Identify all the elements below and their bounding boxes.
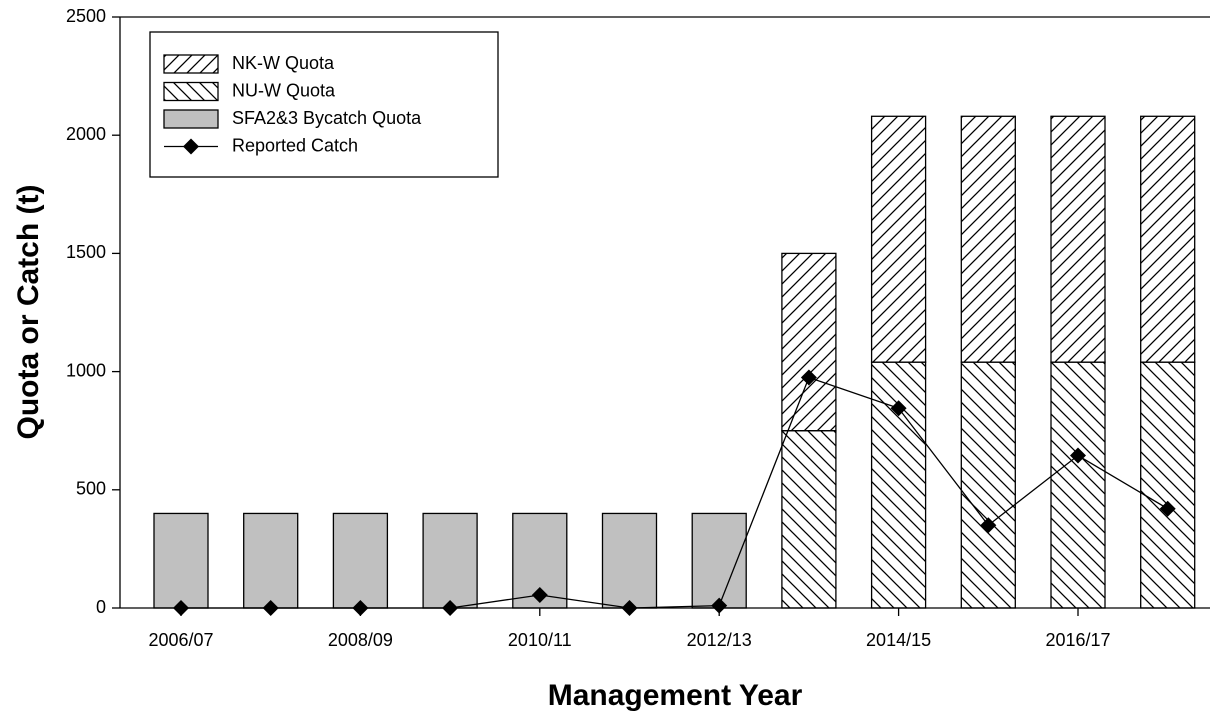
x-tick-label: 2006/07 bbox=[148, 630, 213, 650]
catch-line bbox=[181, 376, 1169, 609]
bar bbox=[1050, 361, 1106, 609]
legend: NK-W Quota NU-W Quota SFA2&3 Bycatch Quota… bbox=[149, 31, 499, 178]
legend-label: NU-W Quota bbox=[232, 80, 336, 100]
plot-area: 0 500 1000 1500 2000 2500 2006/07 2008/09 2010/1… bbox=[66, 6, 1210, 650]
y-axis-title: Quota or Catch (t) bbox=[12, 185, 45, 440]
x-tick-label: 2012/13 bbox=[687, 630, 752, 650]
legend-swatch bbox=[163, 54, 219, 74]
bar bbox=[601, 512, 658, 609]
catch-marker bbox=[1070, 447, 1086, 464]
y-tick-label: 2000 bbox=[66, 124, 106, 144]
legend-label: NK-W Quota bbox=[232, 53, 335, 73]
catch-marker bbox=[1159, 500, 1176, 517]
x-tick-label: 2016/17 bbox=[1045, 630, 1110, 650]
x-axis-title: Management Year bbox=[548, 679, 803, 712]
legend-swatch bbox=[163, 109, 219, 129]
bar bbox=[691, 512, 747, 609]
catch-marker bbox=[352, 600, 369, 616]
bar bbox=[1140, 361, 1196, 609]
y-tick-label: 2500 bbox=[66, 6, 106, 26]
catch-marker bbox=[890, 400, 907, 417]
bar bbox=[960, 115, 1016, 363]
legend-swatch bbox=[163, 81, 219, 102]
y-tick-label: 1500 bbox=[66, 242, 106, 262]
catch-marker bbox=[980, 517, 997, 534]
catch-marker bbox=[442, 600, 459, 616]
catch-marker bbox=[173, 600, 189, 616]
bar bbox=[243, 512, 299, 609]
legend-marker bbox=[183, 138, 199, 155]
bar bbox=[870, 361, 927, 609]
bar bbox=[1050, 115, 1106, 363]
catch-marker bbox=[262, 600, 279, 616]
bar bbox=[153, 512, 209, 609]
bar bbox=[960, 361, 1016, 609]
catch-marker bbox=[711, 597, 728, 614]
catch-marker bbox=[531, 586, 548, 603]
x-tick-label: 2008/09 bbox=[328, 630, 393, 650]
bar bbox=[1140, 115, 1196, 363]
bar bbox=[870, 115, 927, 363]
catch-marker bbox=[621, 600, 638, 616]
bar bbox=[422, 512, 478, 609]
bar bbox=[781, 430, 837, 609]
y-tick-label: 500 bbox=[76, 479, 106, 499]
x-tick-label: 2010/11 bbox=[508, 630, 572, 650]
catch-marker bbox=[800, 369, 817, 386]
bar bbox=[781, 252, 837, 432]
y-tick-label: 0 bbox=[96, 597, 106, 617]
y-tick-label: 1000 bbox=[66, 360, 106, 380]
legend-label: Reported Catch bbox=[232, 135, 358, 155]
bar bbox=[332, 512, 389, 609]
x-tick-label: 2014/15 bbox=[866, 630, 931, 650]
legend-label: SFA2&3 Bycatch Quota bbox=[232, 108, 422, 128]
